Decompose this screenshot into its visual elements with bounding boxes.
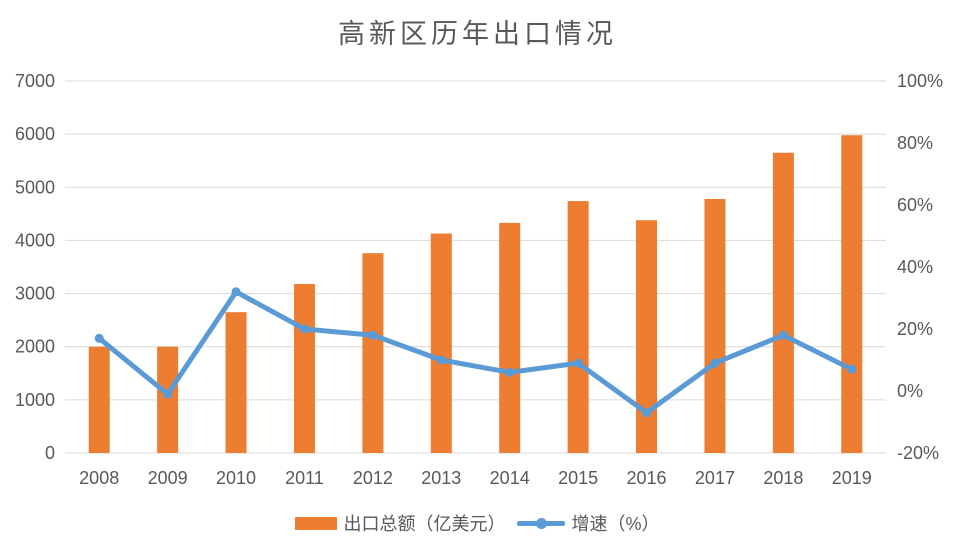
right-axis-tick-label: 80% [897, 133, 933, 153]
growth-line-marker [778, 330, 788, 340]
x-axis-tick-label: 2017 [695, 468, 735, 488]
legend-line-swatch-icon [517, 517, 566, 529]
left-axis-tick-label: 0 [45, 443, 55, 463]
x-axis-tick-label: 2009 [148, 468, 188, 488]
legend-item-exports: 出口总额（亿美元） [295, 510, 505, 536]
legend-label-exports: 出口总额（亿美元） [343, 514, 506, 534]
growth-line-marker [847, 364, 857, 374]
x-axis-tick-label: 2013 [421, 468, 461, 488]
growth-line-marker [368, 330, 378, 340]
left-axis-tick-label: 1000 [15, 390, 55, 410]
x-axis-tick-label: 2008 [79, 468, 119, 488]
export-bar [430, 233, 452, 453]
growth-line-marker [505, 367, 515, 377]
right-axis-tick-label: 100% [897, 71, 943, 91]
legend: 出口总额（亿美元） 增速（%） [0, 510, 955, 536]
export-bar [499, 222, 521, 453]
legend-label-growth: 增速（%） [571, 514, 660, 534]
x-axis-tick-label: 2019 [832, 468, 872, 488]
legend-line-dot-icon [535, 517, 547, 529]
export-bar [772, 152, 794, 453]
left-axis-tick-label: 3000 [15, 284, 55, 304]
right-axis-tick-label: 60% [897, 195, 933, 215]
right-axis-tick-label: -20% [897, 443, 939, 463]
left-axis-tick-label: 7000 [15, 71, 55, 91]
growth-line [96, 289, 855, 416]
growth-line-marker [436, 355, 446, 365]
left-axis-tick-label: 2000 [15, 337, 55, 357]
chart-title: 高新区历年出口情况 [338, 19, 617, 50]
x-axis-tick-label: 2018 [763, 468, 803, 488]
growth-line-marker [710, 358, 720, 368]
export-bar [567, 201, 589, 453]
export-bar [841, 135, 863, 453]
growth-line-marker [642, 408, 652, 418]
x-axis-tick-label: 2012 [353, 468, 393, 488]
growth-line-marker [231, 287, 241, 297]
export-bar [293, 284, 315, 453]
export-bar [157, 346, 179, 453]
export-bar [225, 312, 247, 453]
x-axis-tick-label: 2011 [285, 468, 324, 488]
x-axis-tick-label: 2014 [490, 468, 530, 488]
right-axis-tick-label: 40% [897, 257, 933, 277]
export-bar [88, 346, 110, 453]
x-axis-tick-label: 2015 [558, 468, 598, 488]
right-axis-tick-label: 20% [897, 319, 933, 339]
growth-line-marker [94, 333, 104, 343]
left-axis-tick-label: 4000 [15, 230, 55, 250]
legend-item-growth: 增速（%） [517, 510, 660, 536]
legend-bar-swatch-icon [295, 516, 338, 530]
export-bar [704, 198, 726, 453]
growth-line-marker [163, 389, 173, 399]
left-axis-tick-label: 5000 [15, 177, 55, 197]
x-axis-tick-label: 2016 [627, 468, 667, 488]
x-axis-tick-label: 2010 [216, 468, 256, 488]
growth-line-marker [299, 324, 309, 334]
left-axis-tick-label: 6000 [15, 124, 55, 144]
right-axis-tick-label: 0% [897, 381, 923, 401]
export-bar [636, 220, 658, 453]
growth-line-marker [573, 358, 583, 368]
export-bar [362, 253, 384, 453]
